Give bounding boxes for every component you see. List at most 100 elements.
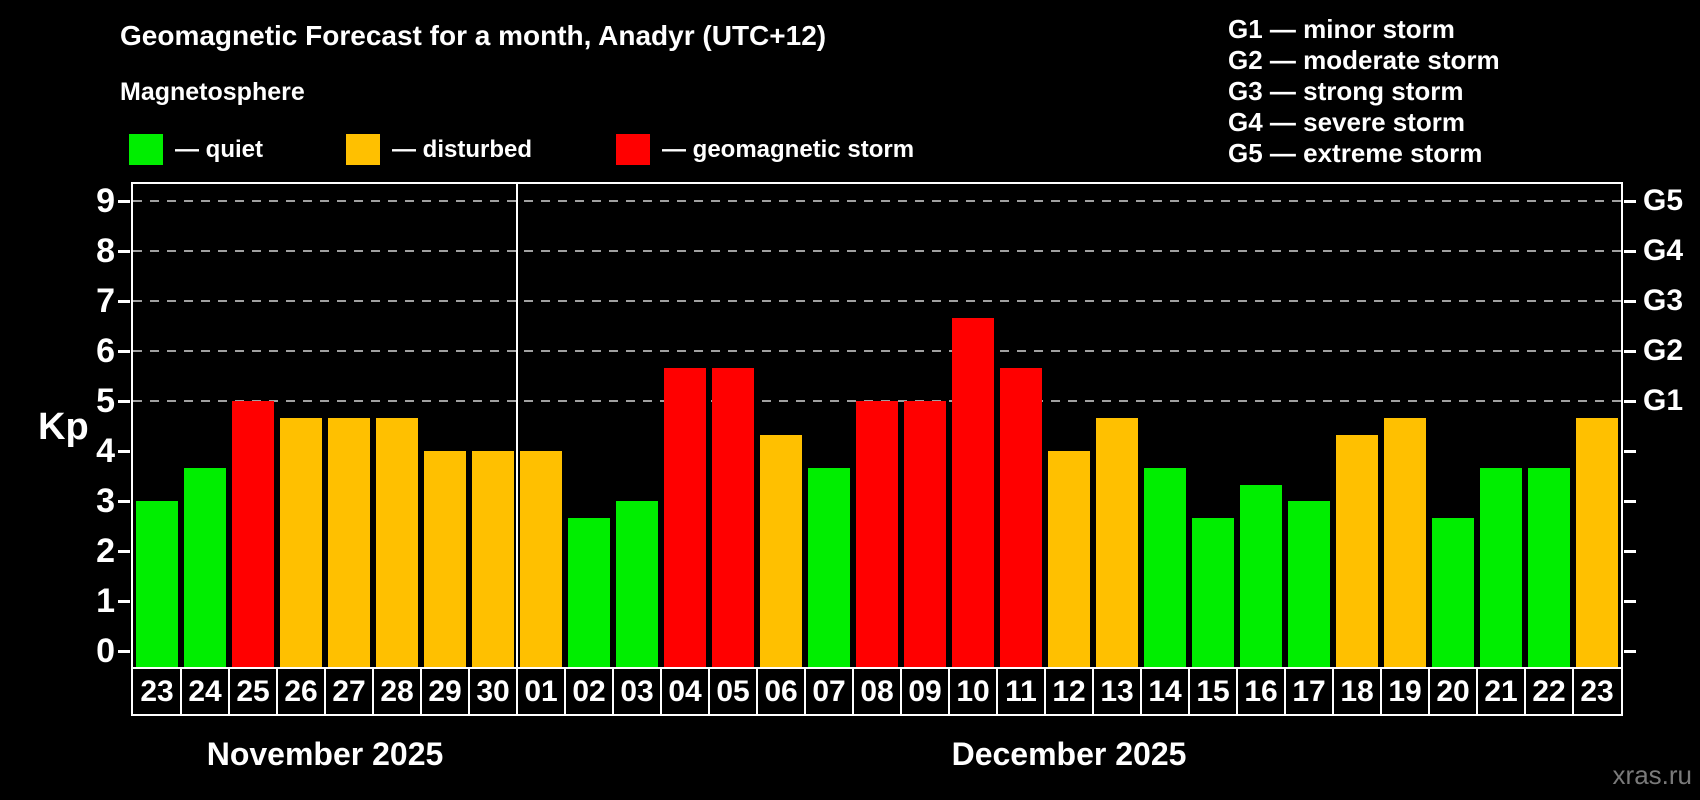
kp-bar-day-29	[424, 451, 466, 667]
kp-bar-day-15	[1192, 518, 1234, 668]
y-axis-tick-right-8	[1624, 250, 1636, 253]
day-label-26: 26	[284, 675, 318, 708]
g-legend-line-g5: G5 — extreme storm	[1228, 138, 1483, 168]
day-label-23: 23	[1580, 675, 1614, 708]
day-label-24: 24	[188, 675, 222, 708]
day-cell-divider	[804, 669, 806, 714]
day-label-07: 07	[812, 675, 846, 708]
kp-bar-day-28	[376, 418, 418, 668]
day-label-11: 11	[1005, 675, 1037, 708]
day-cell-divider	[1380, 669, 1382, 714]
kp-bar-day-23	[1576, 418, 1618, 668]
day-cell-divider	[372, 669, 374, 714]
y-axis-tick-left-8	[118, 250, 130, 253]
day-cell-divider	[996, 669, 998, 714]
kp-bar-day-24	[184, 468, 226, 668]
day-label-22: 22	[1532, 675, 1566, 708]
g-legend-line-g4: G4 — severe storm	[1228, 107, 1466, 137]
day-cell-divider	[1572, 669, 1574, 714]
legend-label-storm: — geomagnetic storm	[662, 136, 915, 163]
y-tick-label-5: 5	[96, 382, 115, 420]
legend-swatch-storm	[616, 134, 650, 165]
day-label-28: 28	[380, 675, 414, 708]
kp-bar-day-12	[1048, 451, 1090, 667]
g-axis-label-g1: G1	[1643, 384, 1684, 417]
watermark: xras.ru	[1612, 760, 1692, 790]
day-label-17: 17	[1292, 675, 1326, 708]
kp-bar-day-14	[1144, 468, 1186, 668]
g-legend-line-g2: G2 — moderate storm	[1228, 45, 1500, 75]
day-cell-divider	[420, 669, 422, 714]
y-axis-tick-right-0	[1624, 650, 1636, 653]
day-label-15: 15	[1196, 675, 1230, 708]
y-axis-tick-left-0	[118, 650, 130, 653]
y-axis-tick-right-9	[1624, 200, 1636, 203]
day-label-16: 16	[1244, 675, 1278, 708]
day-cell-divider	[852, 669, 854, 714]
page-title: Geomagnetic Forecast for a month, Anadyr…	[120, 20, 827, 51]
y-axis-tick-right-6	[1624, 350, 1636, 353]
day-cell-divider	[324, 669, 326, 714]
day-label-18: 18	[1340, 675, 1374, 708]
month-label-0: November 2025	[206, 736, 444, 772]
gridline-kp6	[133, 350, 1621, 352]
kp-bar-day-03	[616, 501, 658, 667]
month-separator-0	[516, 184, 518, 667]
day-cell-divider	[276, 669, 278, 714]
y-axis-tick-left-3	[118, 500, 130, 503]
kp-bar-day-08	[856, 401, 898, 667]
day-cell-divider	[1236, 669, 1238, 714]
kp-bar-day-30	[472, 451, 514, 667]
kp-bar-day-07	[808, 468, 850, 668]
g-axis-label-g5: G5	[1643, 184, 1684, 217]
day-label-14: 14	[1148, 675, 1182, 708]
day-label-05: 05	[716, 675, 750, 708]
day-cell-divider	[1428, 669, 1430, 714]
y-axis-tick-left-5	[118, 400, 130, 403]
day-label-09: 09	[908, 675, 942, 708]
y-axis-tick-left-6	[118, 350, 130, 353]
day-cell-divider	[564, 669, 566, 714]
y-axis-title: Kp	[38, 406, 89, 448]
day-cell-divider	[516, 669, 518, 714]
g-legend-line-g3: G3 — strong storm	[1228, 76, 1464, 106]
y-axis-tick-left-4	[118, 450, 130, 453]
kp-bar-day-26	[280, 418, 322, 668]
kp-bar-day-25	[232, 401, 274, 667]
day-cell-divider	[1476, 669, 1478, 714]
day-cell-divider	[708, 669, 710, 714]
y-tick-label-7: 7	[96, 282, 115, 320]
kp-bar-day-21	[1480, 468, 1522, 668]
kp-bar-day-18	[1336, 435, 1378, 668]
day-cell-divider	[468, 669, 470, 714]
kp-bar-day-20	[1432, 518, 1474, 668]
day-label-19: 19	[1388, 675, 1422, 708]
y-tick-label-3: 3	[96, 482, 115, 520]
kp-bar-day-22	[1528, 468, 1570, 668]
day-label-23: 23	[140, 675, 174, 708]
y-tick-label-4: 4	[96, 432, 115, 470]
kp-bar-day-09	[904, 401, 946, 667]
day-cell-divider	[1284, 669, 1286, 714]
day-label-27: 27	[332, 675, 366, 708]
y-tick-label-8: 8	[96, 232, 115, 270]
kp-bar-day-01	[520, 451, 562, 667]
day-cell-divider	[1332, 669, 1334, 714]
y-axis-tick-right-1	[1624, 600, 1636, 603]
day-label-08: 08	[860, 675, 894, 708]
day-cell-divider	[1140, 669, 1142, 714]
g-axis-label-g3: G3	[1643, 284, 1684, 317]
g-axis-label-g4: G4	[1643, 234, 1684, 267]
y-axis-tick-left-7	[118, 300, 130, 303]
y-axis-tick-left-2	[118, 550, 130, 553]
kp-bar-day-19	[1384, 418, 1426, 668]
day-cell-divider	[1524, 669, 1526, 714]
y-tick-label-6: 6	[96, 332, 115, 370]
day-label-03: 03	[620, 675, 654, 708]
day-label-20: 20	[1436, 675, 1470, 708]
day-cell-divider	[612, 669, 614, 714]
y-axis-tick-left-1	[118, 600, 130, 603]
y-axis-tick-right-7	[1624, 300, 1636, 303]
y-tick-label-2: 2	[96, 532, 115, 570]
